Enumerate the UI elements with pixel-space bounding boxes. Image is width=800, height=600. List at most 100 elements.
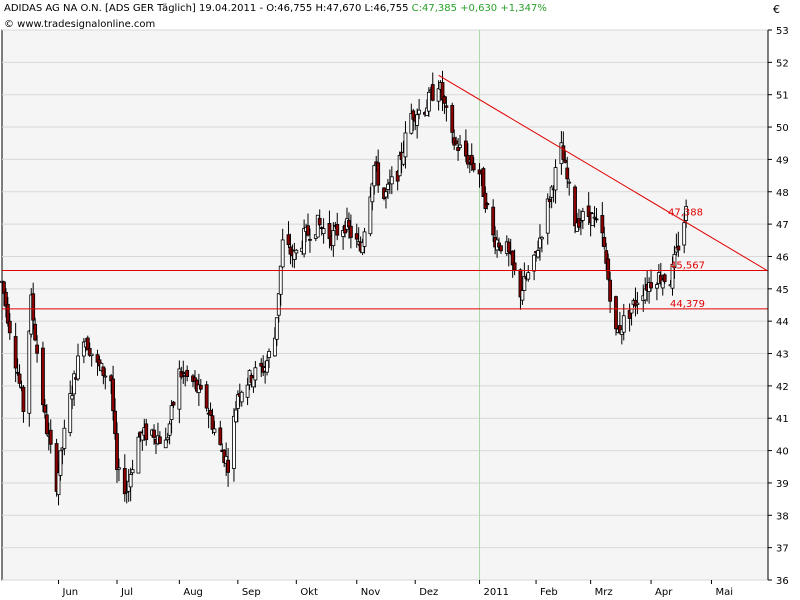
candle-body — [444, 105, 449, 108]
candle-body — [545, 198, 550, 234]
candle-body — [157, 436, 162, 444]
candle-body — [594, 218, 599, 221]
trendline-line — [438, 74, 769, 272]
price-change: C:47,385 +0,630 +1,347% — [411, 3, 547, 14]
candle-body — [308, 238, 312, 241]
candle-body — [512, 262, 517, 271]
candle-body — [481, 168, 486, 197]
candle-body — [13, 336, 18, 369]
candle-body — [682, 222, 687, 246]
y-tick-label: 36 — [776, 576, 789, 587]
candle-body — [368, 196, 373, 235]
level-label: 44,379 — [670, 299, 705, 310]
candle-body — [621, 315, 626, 333]
candle-body — [169, 405, 174, 420]
candle-body — [536, 250, 540, 258]
candle-body — [454, 140, 459, 144]
candle-body — [463, 140, 468, 157]
candle-body — [111, 378, 115, 412]
candle-body — [567, 181, 572, 184]
candle-body — [278, 265, 283, 295]
candle-body — [354, 233, 359, 240]
candle-body — [553, 167, 558, 191]
candle-body — [5, 303, 10, 324]
candle-body — [335, 223, 340, 236]
candle-body — [430, 84, 435, 101]
candle-body — [265, 360, 269, 373]
candle-body — [561, 145, 566, 161]
y-tick-label: 40 — [776, 447, 789, 458]
x-tick-label: 2011 — [484, 587, 509, 598]
candle-body — [600, 215, 605, 234]
y-tick-label: 41 — [776, 414, 789, 425]
x-tick-label: Jun — [62, 587, 79, 598]
last-price-label: 47,388 — [668, 208, 703, 219]
candle-body — [48, 429, 53, 445]
candle-body — [538, 237, 542, 249]
candle-body — [232, 415, 236, 469]
candle-body — [259, 362, 264, 367]
candle-body — [204, 384, 209, 409]
candle-body — [403, 132, 408, 158]
candle-body — [540, 236, 544, 240]
candle-body — [144, 423, 149, 441]
candle-body — [635, 302, 640, 305]
support-lines: 45,567 44,379 47,388 — [2, 208, 768, 310]
y-tick-label: 51 — [776, 91, 789, 102]
candle-body — [573, 186, 577, 227]
candle-body — [181, 371, 186, 374]
plot-area — [1, 29, 769, 581]
y-tick-label: 47 — [776, 220, 789, 231]
candle-body — [152, 429, 156, 438]
candle-body — [442, 96, 447, 104]
candle-body — [520, 290, 525, 301]
candle-body — [606, 258, 611, 280]
candle-body — [185, 369, 190, 377]
candle-body — [471, 163, 476, 171]
y-tick-label: 37 — [776, 544, 789, 555]
candle-body — [117, 467, 121, 470]
candle-body — [226, 459, 230, 473]
candle-body — [2, 281, 6, 294]
candle-body — [672, 253, 677, 269]
candle-body — [376, 162, 381, 186]
grid-lines — [2, 29, 768, 581]
candle-body — [177, 368, 182, 410]
candle-body — [491, 206, 496, 236]
candle-body — [7, 320, 12, 334]
candle-body — [286, 234, 291, 246]
candle-body — [280, 239, 285, 268]
trendline — [438, 74, 769, 272]
candle-body — [163, 439, 168, 449]
candle-body — [113, 410, 117, 435]
candle-body — [580, 211, 585, 221]
candle-body — [212, 428, 217, 433]
candle-body — [331, 230, 336, 247]
candle-body — [458, 144, 462, 148]
candle-body — [27, 330, 32, 414]
candle-body — [563, 159, 568, 163]
candle-body — [70, 395, 75, 400]
axes: 36 37 38 39 40 41 42 43 44 45 46 47 48 49 50 51 52 53 — [767, 26, 789, 587]
candle-body — [15, 371, 20, 374]
candle-body — [233, 409, 238, 423]
candle-body — [483, 192, 488, 209]
candle-body — [321, 228, 326, 235]
candle-body — [103, 375, 108, 378]
candle-body — [518, 269, 523, 298]
candle-body — [33, 323, 38, 341]
y-tick-label: 46 — [776, 252, 789, 263]
candle-body — [208, 409, 213, 416]
candle-body — [465, 154, 470, 165]
candle-body — [384, 191, 388, 198]
candle-body — [274, 317, 279, 340]
candle-body — [577, 218, 581, 228]
candle-body — [272, 337, 277, 357]
candle-body — [56, 472, 61, 496]
y-tick-label: 53 — [776, 26, 789, 37]
candle-body — [522, 276, 527, 291]
candle-body — [485, 203, 490, 206]
candle-body — [44, 414, 49, 435]
candle-body — [662, 274, 667, 282]
candle-body — [31, 293, 36, 321]
